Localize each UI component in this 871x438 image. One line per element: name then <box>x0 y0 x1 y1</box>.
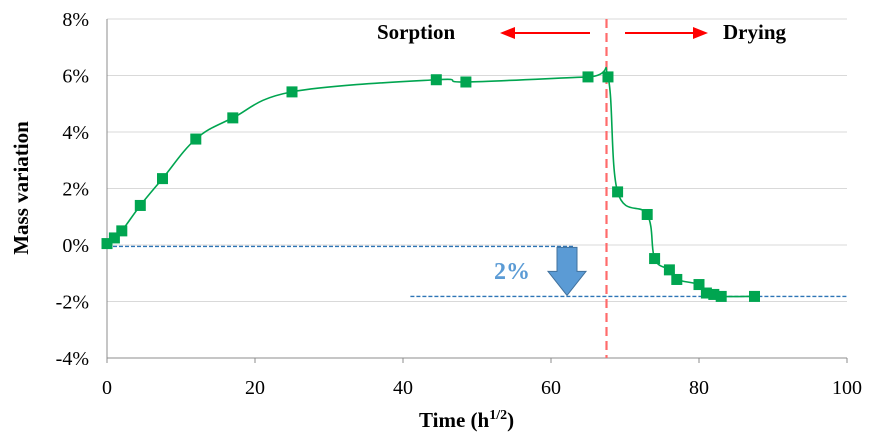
data-point <box>108 232 120 244</box>
data-point <box>286 86 298 98</box>
y-tick-label: 8% <box>62 9 89 31</box>
x-tick-label: 60 <box>541 377 561 399</box>
sorption-label: Sorption <box>377 20 456 44</box>
y-tick-label: 6% <box>62 66 89 88</box>
x-axis-title-main: Time (h <box>419 408 490 432</box>
data-point <box>227 112 239 124</box>
x-axis-title: Time (h1/2) <box>419 408 514 432</box>
data-point <box>460 76 472 88</box>
y-tick-label: -2% <box>56 292 89 314</box>
data-point <box>700 287 712 299</box>
data-point <box>641 208 653 220</box>
down-arrow-icon <box>546 246 588 297</box>
data-point <box>693 279 705 291</box>
y-tick-label: 2% <box>62 179 89 201</box>
x-axis-title-tail: ) <box>507 408 514 432</box>
data-point <box>708 288 720 300</box>
x-tick-label: 0 <box>102 377 112 399</box>
drying-label: Drying <box>723 20 787 44</box>
series-layer <box>101 66 760 302</box>
data-point <box>612 186 624 198</box>
x-tick-label: 80 <box>689 377 709 399</box>
y-tick-label: 0% <box>62 235 89 257</box>
data-point <box>101 238 113 250</box>
data-point <box>157 173 168 185</box>
data-point <box>582 71 594 83</box>
y-tick-label: -4% <box>56 348 89 370</box>
sorption-arrowhead-icon <box>500 27 515 39</box>
annotations: Sorption Drying 2% <box>377 20 787 285</box>
axes: -4% -2% 0% 2% 4% 6% 8% 0 20 40 60 80 100 <box>56 9 862 399</box>
data-point <box>430 74 442 86</box>
x-tick-label: 20 <box>245 377 265 399</box>
x-axis-title-sup: 1/2 <box>489 408 507 423</box>
delta-label: 2% <box>494 259 530 285</box>
data-point <box>190 133 202 145</box>
data-point <box>671 273 683 285</box>
y-tick-label: 4% <box>62 122 89 144</box>
data-point <box>663 264 675 276</box>
data-point <box>602 71 614 83</box>
reference-lines <box>107 19 847 358</box>
x-tick-label: 40 <box>393 377 413 399</box>
gridlines <box>107 18 847 302</box>
data-point <box>749 290 760 302</box>
x-tick-label: 100 <box>832 377 862 399</box>
y-axis-title: Mass variation <box>9 121 33 255</box>
data-point <box>649 253 661 265</box>
data-point <box>715 290 727 302</box>
drying-arrowhead-icon <box>693 27 708 39</box>
data-point <box>116 225 128 237</box>
data-point <box>134 199 146 211</box>
